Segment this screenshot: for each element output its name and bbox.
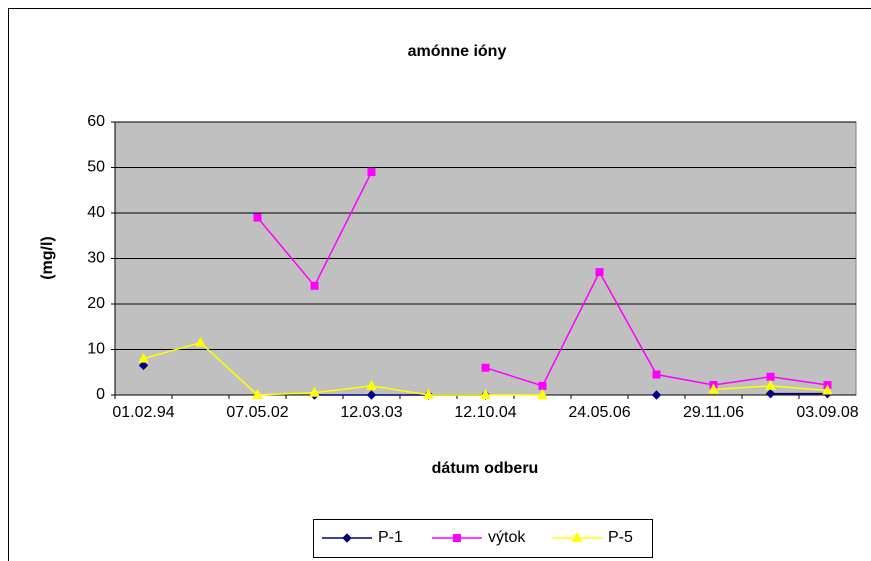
y-tick-label: 20 (87, 295, 105, 312)
y-tick-label: 30 (87, 250, 105, 267)
data-point (708, 383, 719, 394)
data-point (366, 379, 377, 390)
data-point (537, 388, 548, 399)
data-point (309, 386, 320, 397)
y-tick-label: 50 (87, 159, 105, 176)
legend-marker (571, 531, 583, 542)
y-tick-label: 10 (87, 341, 105, 358)
data-point (138, 352, 149, 363)
x-tick-label: 12.10.04 (454, 404, 516, 421)
data-point (538, 381, 547, 390)
data-point (366, 390, 377, 400)
x-tick-label: 12.03.03 (340, 404, 402, 421)
data-point (765, 388, 776, 399)
data-point (766, 372, 775, 381)
legend-label: P-1 (378, 529, 403, 546)
data-point (138, 360, 149, 371)
x-tick-label: 01.02.94 (112, 404, 174, 421)
data-point (367, 168, 376, 177)
y-tick-label: 40 (87, 204, 105, 221)
data-point (651, 390, 662, 400)
data-point (253, 213, 262, 222)
data-point (765, 379, 776, 390)
y-axis-title: (mg/l) (39, 236, 56, 280)
y-tick-label: 0 (96, 386, 105, 403)
data-point (652, 370, 661, 379)
data-point (595, 268, 604, 277)
legend-marker (453, 534, 461, 542)
x-tick-label: 29.11.06 (683, 404, 744, 421)
legend-label: výtok (488, 529, 526, 546)
legend-marker (342, 533, 352, 543)
y-tick-label: 60 (87, 113, 105, 130)
data-point (252, 388, 263, 399)
x-axis-title: dátum odberu (432, 460, 539, 477)
data-point (310, 281, 319, 290)
data-point (822, 384, 833, 395)
x-tick-label: 03.09.08 (796, 404, 858, 421)
data-point (480, 388, 491, 399)
data-point (423, 388, 434, 399)
x-tick-label: 07.05.02 (226, 404, 288, 421)
chart-title: amónne ióny (408, 43, 507, 60)
x-tick-label: 24.05.06 (568, 404, 630, 421)
data-point (481, 363, 490, 372)
legend-label: P-5 (608, 529, 633, 546)
data-point (195, 336, 206, 347)
